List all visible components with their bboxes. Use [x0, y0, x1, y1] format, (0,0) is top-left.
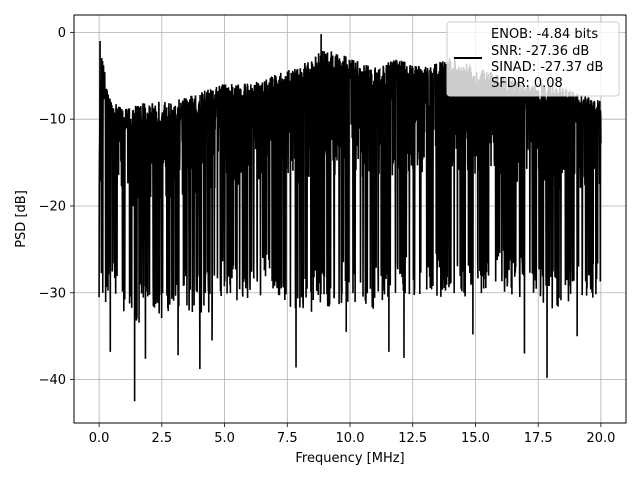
psd-series-line — [98, 34, 602, 402]
legend-line-sinad: SINAD: -27.37 dB — [491, 60, 603, 75]
x-axis-label: Frequency [MHz] — [295, 451, 404, 466]
y-tick-label: −30 — [39, 286, 66, 301]
x-tick-label: 12.5 — [398, 431, 427, 446]
legend: ENOB: -4.84 bits SNR: -27.36 dB SINAD: -… — [446, 21, 620, 97]
y-tick-label: −40 — [39, 373, 66, 388]
y-ticks: 0 −10 −20 −30 −40 — [39, 26, 74, 388]
x-tick-label: 0.0 — [89, 431, 110, 446]
y-tick-label: 0 — [58, 26, 66, 41]
x-tick-label: 20.0 — [586, 431, 615, 446]
x-tick-label: 15.0 — [461, 431, 490, 446]
x-ticks: 0.0 2.5 5.0 7.5 10.0 12.5 15.0 17.5 20.0 — [89, 423, 615, 446]
y-tick-label: −20 — [39, 199, 66, 214]
x-tick-label: 7.5 — [277, 431, 298, 446]
x-tick-label: 17.5 — [524, 431, 553, 446]
legend-box — [446, 21, 620, 97]
legend-line-sfdr: SFDR: 0.08 — [491, 76, 563, 91]
x-tick-label: 2.5 — [151, 431, 172, 446]
y-axis-label: PSD [dB] — [14, 190, 29, 248]
x-tick-label: 5.0 — [214, 431, 235, 446]
series-layer — [98, 34, 602, 402]
legend-line-enob: ENOB: -4.84 bits — [491, 27, 598, 42]
y-tick-label: −10 — [39, 113, 66, 128]
legend-line-snr: SNR: -27.36 dB — [491, 44, 589, 59]
x-tick-label: 10.0 — [336, 431, 365, 446]
